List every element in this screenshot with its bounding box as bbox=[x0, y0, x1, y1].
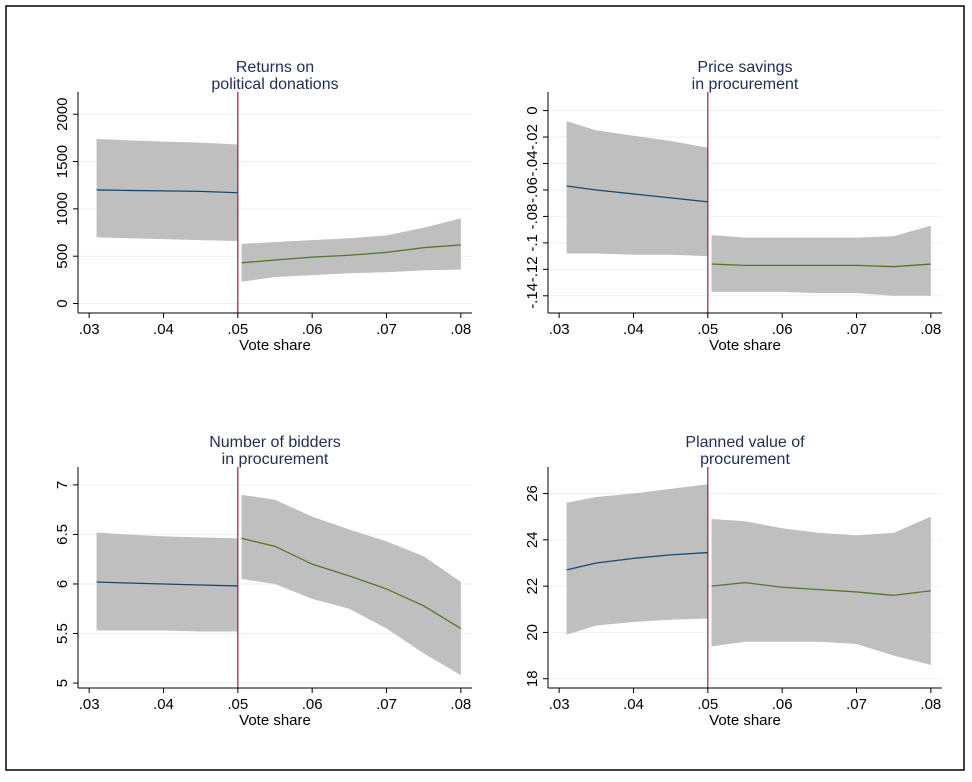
x-tick-label: .03 bbox=[79, 321, 100, 338]
confidence-band bbox=[711, 225, 931, 296]
y-tick-label: 5.5 bbox=[54, 623, 71, 644]
x-tick-label: .06 bbox=[302, 321, 323, 338]
fit-line bbox=[241, 537, 462, 630]
y-tick-label: -.04 bbox=[524, 151, 541, 177]
panel-title: political donations bbox=[211, 76, 338, 93]
x-tick-label: .04 bbox=[153, 696, 174, 713]
y-tick-label: 26 bbox=[524, 485, 541, 502]
y-tick-label: -.08 bbox=[524, 203, 541, 229]
x-tick-label: .07 bbox=[376, 321, 397, 338]
y-tick-label: 0 bbox=[524, 106, 541, 114]
frame bbox=[5, 5, 965, 771]
x-tick-label: .05 bbox=[697, 696, 718, 713]
y-tick-label: 1000 bbox=[54, 192, 71, 225]
y-tick-label: 5 bbox=[54, 679, 71, 687]
x-tick-label: .03 bbox=[79, 696, 100, 713]
x-axis-label: Vote share bbox=[709, 337, 781, 354]
y-tick-label: 20 bbox=[524, 624, 541, 641]
x-tick-label: .07 bbox=[376, 696, 397, 713]
y-tick-label: -.1 bbox=[524, 234, 541, 252]
confidence-band bbox=[241, 218, 461, 282]
fit-line bbox=[566, 185, 708, 203]
x-tick-label: .05 bbox=[227, 696, 248, 713]
fit-line bbox=[241, 244, 461, 264]
y-tick-label: -.02 bbox=[524, 124, 541, 150]
x-tick-label: .03 bbox=[549, 321, 570, 338]
x-tick-label: .04 bbox=[623, 696, 644, 713]
x-tick-label: .07 bbox=[846, 696, 867, 713]
y-tick-label: 18 bbox=[524, 670, 541, 687]
fit-line bbox=[96, 581, 238, 587]
panel-title: Planned value of bbox=[685, 434, 805, 451]
panel-title: in procurement bbox=[692, 76, 799, 93]
x-tick-label: .07 bbox=[846, 321, 867, 338]
y-tick-label: 6 bbox=[54, 580, 71, 588]
x-tick-label: .08 bbox=[920, 321, 941, 338]
confidence-band bbox=[96, 532, 238, 632]
confidence-band bbox=[96, 138, 238, 242]
y-tick-label: 7 bbox=[54, 481, 71, 489]
confidence-band bbox=[566, 484, 708, 635]
y-tick-label: 500 bbox=[54, 244, 71, 269]
y-tick-label: 2000 bbox=[54, 98, 71, 131]
x-axis-label: Vote share bbox=[709, 712, 781, 729]
y-tick-label: -.06 bbox=[524, 177, 541, 203]
panel-title: in procurement bbox=[222, 451, 329, 468]
x-tick-label: .08 bbox=[450, 321, 471, 338]
y-tick-label: -.12 bbox=[524, 256, 541, 282]
y-tick-label: 22 bbox=[524, 578, 541, 595]
x-axis-label: Vote share bbox=[239, 712, 311, 729]
fit-line bbox=[711, 582, 931, 597]
x-tick-label: .08 bbox=[920, 696, 941, 713]
x-tick-label: .06 bbox=[772, 696, 793, 713]
x-tick-label: .05 bbox=[227, 321, 248, 338]
confidence-band bbox=[241, 494, 461, 676]
panel-title: procurement bbox=[700, 451, 790, 468]
y-tick-label: 6.5 bbox=[54, 524, 71, 545]
x-tick-label: .06 bbox=[772, 321, 793, 338]
fit-line bbox=[566, 551, 708, 571]
confidence-band bbox=[711, 516, 931, 665]
x-tick-label: .06 bbox=[302, 696, 323, 713]
x-tick-label: .04 bbox=[153, 321, 174, 338]
confidence-band bbox=[566, 121, 708, 257]
panel-title: Price savings bbox=[697, 59, 792, 76]
y-tick-label: 1500 bbox=[54, 145, 71, 178]
x-tick-label: .04 bbox=[623, 321, 644, 338]
panel-title: Number of bidders bbox=[209, 434, 341, 451]
y-tick-label: 0 bbox=[54, 299, 71, 307]
fit-line bbox=[711, 263, 931, 268]
y-tick-label: 24 bbox=[524, 531, 541, 548]
panel-title: Returns on bbox=[236, 59, 314, 76]
x-tick-label: .05 bbox=[697, 321, 718, 338]
fit-line bbox=[96, 189, 238, 194]
x-tick-label: .03 bbox=[549, 696, 570, 713]
x-tick-label: .08 bbox=[450, 696, 471, 713]
x-axis-label: Vote share bbox=[239, 337, 311, 354]
y-tick-label: -.14 bbox=[524, 283, 541, 309]
